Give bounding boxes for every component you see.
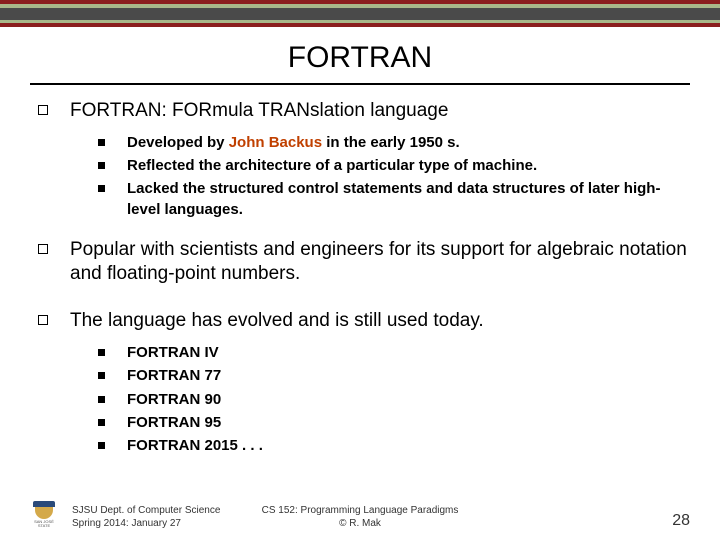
footer-author: © R. Mak: [262, 517, 459, 530]
level1-item: The language has evolved and is still us…: [30, 309, 690, 333]
level1-text: Popular with scientists and engineers fo…: [70, 238, 690, 286]
solid-square-bullet-icon: [98, 162, 105, 169]
level1-item: Popular with scientists and engineers fo…: [30, 238, 690, 286]
level2-text: FORTRAN 2015 . . .: [127, 436, 263, 456]
slide-footer: SAN JOSÉ STATE SJSU Dept. of Computer Sc…: [0, 502, 720, 530]
level2-item: Lacked the structured control statements…: [98, 179, 690, 220]
level2-item: Reflected the architecture of a particul…: [98, 156, 690, 176]
slide-content: FORTRAN: FORmula TRANslation language Dev…: [0, 99, 720, 456]
solid-square-bullet-icon: [98, 442, 105, 449]
footer-course: CS 152: Programming Language Paradigms: [262, 504, 459, 517]
logo-text: SAN JOSÉ STATE: [30, 520, 58, 528]
level2-text: FORTRAN 95: [127, 413, 221, 433]
level2-item: Developed by John Backus in the early 19…: [98, 133, 690, 153]
level2-item: FORTRAN 2015 . . .: [98, 436, 690, 456]
level2-text: FORTRAN 77: [127, 366, 221, 386]
top-stripe: [0, 0, 720, 27]
level2-group: FORTRAN IV FORTRAN 77 FORTRAN 90 FORTRAN 95…: [98, 343, 690, 456]
hollow-square-bullet-icon: [38, 244, 48, 254]
level2-text: Developed by John Backus in the early 19…: [127, 133, 460, 153]
level1-text: The language has evolved and is still us…: [70, 309, 484, 333]
solid-square-bullet-icon: [98, 419, 105, 426]
page-number: 28: [672, 512, 690, 530]
solid-square-bullet-icon: [98, 372, 105, 379]
solid-square-bullet-icon: [98, 396, 105, 403]
level2-item: FORTRAN 77: [98, 366, 690, 386]
level2-text: FORTRAN 90: [127, 390, 221, 410]
solid-square-bullet-icon: [98, 139, 105, 146]
footer-left: SJSU Dept. of Computer Science Spring 20…: [72, 504, 220, 530]
sjsu-logo: SAN JOSÉ STATE: [30, 502, 58, 530]
level2-text: Lacked the structured control statements…: [127, 179, 690, 220]
level1-text: FORTRAN: FORmula TRANslation language: [70, 99, 448, 123]
shield-icon: [35, 505, 53, 519]
level2-item: FORTRAN 90: [98, 390, 690, 410]
title-underline: [30, 83, 690, 85]
level2-group: Developed by John Backus in the early 19…: [98, 133, 690, 220]
hollow-square-bullet-icon: [38, 315, 48, 325]
level2-text: FORTRAN IV: [127, 343, 219, 363]
footer-center: CS 152: Programming Language Paradigms ©…: [262, 504, 459, 530]
footer-date: Spring 2014: January 27: [72, 517, 220, 530]
level2-item: FORTRAN IV: [98, 343, 690, 363]
slide-title: FORTRAN: [0, 27, 720, 83]
level2-text: Reflected the architecture of a particul…: [127, 156, 537, 176]
solid-square-bullet-icon: [98, 185, 105, 192]
stripe: [0, 8, 720, 20]
level1-item: FORTRAN: FORmula TRANslation language: [30, 99, 690, 123]
hollow-square-bullet-icon: [38, 105, 48, 115]
solid-square-bullet-icon: [98, 349, 105, 356]
footer-dept: SJSU Dept. of Computer Science: [72, 504, 220, 517]
level2-item: FORTRAN 95: [98, 413, 690, 433]
